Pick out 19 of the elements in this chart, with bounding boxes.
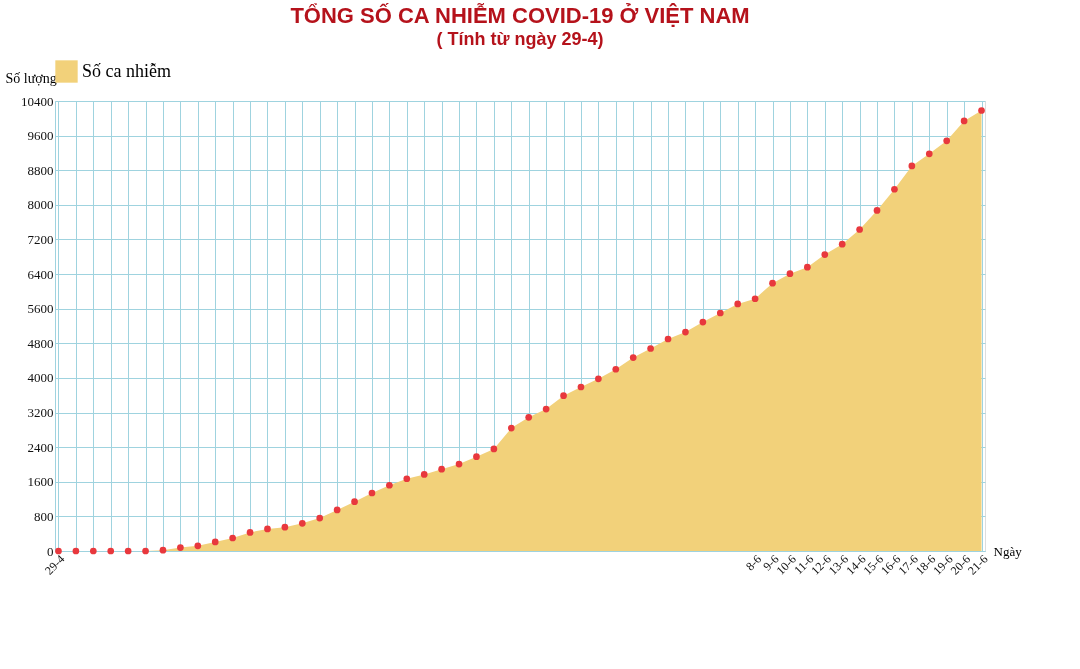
chart-subtitle: ( Tính từ ngày 29-4) [436, 29, 604, 49]
y-tick-label: 4800 [27, 335, 54, 351]
y-tick-label: 5600 [27, 301, 54, 317]
chart-title: TỔNG SỐ CA NHIỄM COVID-19 Ở VIỆT NAM [290, 2, 750, 28]
y-tick-label: 8000 [27, 197, 54, 213]
y-tick-label: 7200 [27, 231, 54, 247]
y-axis-title: Số lượng [5, 70, 57, 86]
y-tick-label: 2400 [27, 439, 54, 455]
y-tick-label: 0 [47, 543, 54, 559]
y-tick-label: 10400 [21, 93, 54, 109]
y-tick-label: 4000 [27, 370, 54, 386]
y-tick-label: 8800 [27, 162, 54, 178]
y-tick-label: 800 [34, 508, 54, 524]
y-tick-label: 6400 [27, 266, 54, 282]
y-tick-label: 3200 [27, 405, 54, 421]
y-tick-label: 9600 [27, 128, 54, 144]
legend-label: Số ca nhiễm [82, 60, 171, 81]
x-axis-title: Ngày [993, 543, 1023, 559]
y-tick-label: 1600 [27, 474, 54, 490]
